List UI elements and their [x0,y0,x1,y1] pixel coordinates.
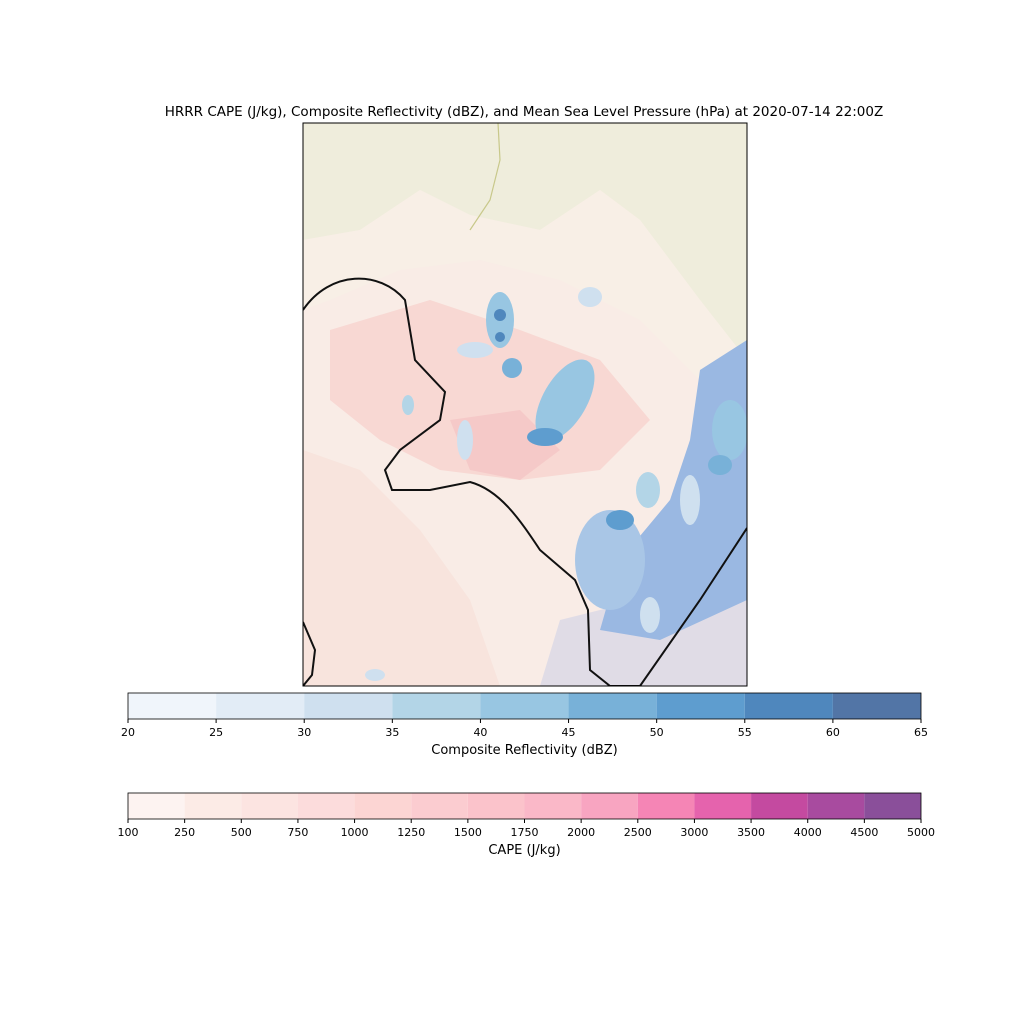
colorbar-segment [568,693,657,719]
colorbar-segment [864,793,921,819]
colorbar-segment [832,693,921,719]
colorbar-segment [656,693,745,719]
colorbar-segment [480,693,569,719]
colorbar-segment [297,793,355,819]
tick-label: 35 [385,726,399,739]
colorbar-segment [751,793,808,819]
map [303,123,747,686]
colorbar-segment [392,693,481,719]
tick-label: 4000 [794,826,822,839]
tick-label: 2500 [624,826,652,839]
colorbar-segment [304,693,393,719]
tick-label: 1750 [511,826,539,839]
tick-label: 750 [287,826,308,839]
colorbar-segment [807,793,865,819]
colorbar-segment [216,693,305,719]
tick-label: 1500 [454,826,482,839]
colorbar-segment [354,793,412,819]
colorbar-segment [581,793,638,819]
tick-label: 45 [562,726,576,739]
colorbar-segment [241,793,298,819]
colorbar-frame [127,692,922,720]
colorbar-segment [467,793,525,819]
tick-label: 30 [297,726,311,739]
tick-label: 55 [738,726,752,739]
tick-label: 5000 [907,826,935,839]
tick-label: 65 [914,726,928,739]
tick-label: 50 [650,726,664,739]
tick-label: 1250 [397,826,425,839]
colorbar-segment [128,693,217,719]
tick-label: 500 [231,826,252,839]
colorbar-segment [524,793,582,819]
colorbar-segment [128,793,185,819]
colorbar-segment [411,793,468,819]
tick-label: 100 [118,826,139,839]
map-frame [302,122,748,687]
tick-label: 4500 [850,826,878,839]
tick-label: 250 [174,826,195,839]
tick-label: 3500 [737,826,765,839]
title: HRRR CAPE (J/kg), Composite Reflectivity… [165,104,883,120]
tick-label: 25 [209,726,223,739]
tick-label: 3000 [680,826,708,839]
tick-label: 20 [121,726,135,739]
colorbar-segment [694,793,752,819]
colorbar-label: Composite Reflectivity (dBZ) [431,743,617,758]
tick-label: 1000 [341,826,369,839]
colorbar-label: CAPE (J/kg) [488,843,560,858]
colorbar-segment [184,793,242,819]
colorbar-segment [744,693,833,719]
colorbar-segment [637,793,695,819]
tick-label: 60 [826,726,840,739]
tick-label: 40 [473,726,487,739]
tick-label: 2000 [567,826,595,839]
